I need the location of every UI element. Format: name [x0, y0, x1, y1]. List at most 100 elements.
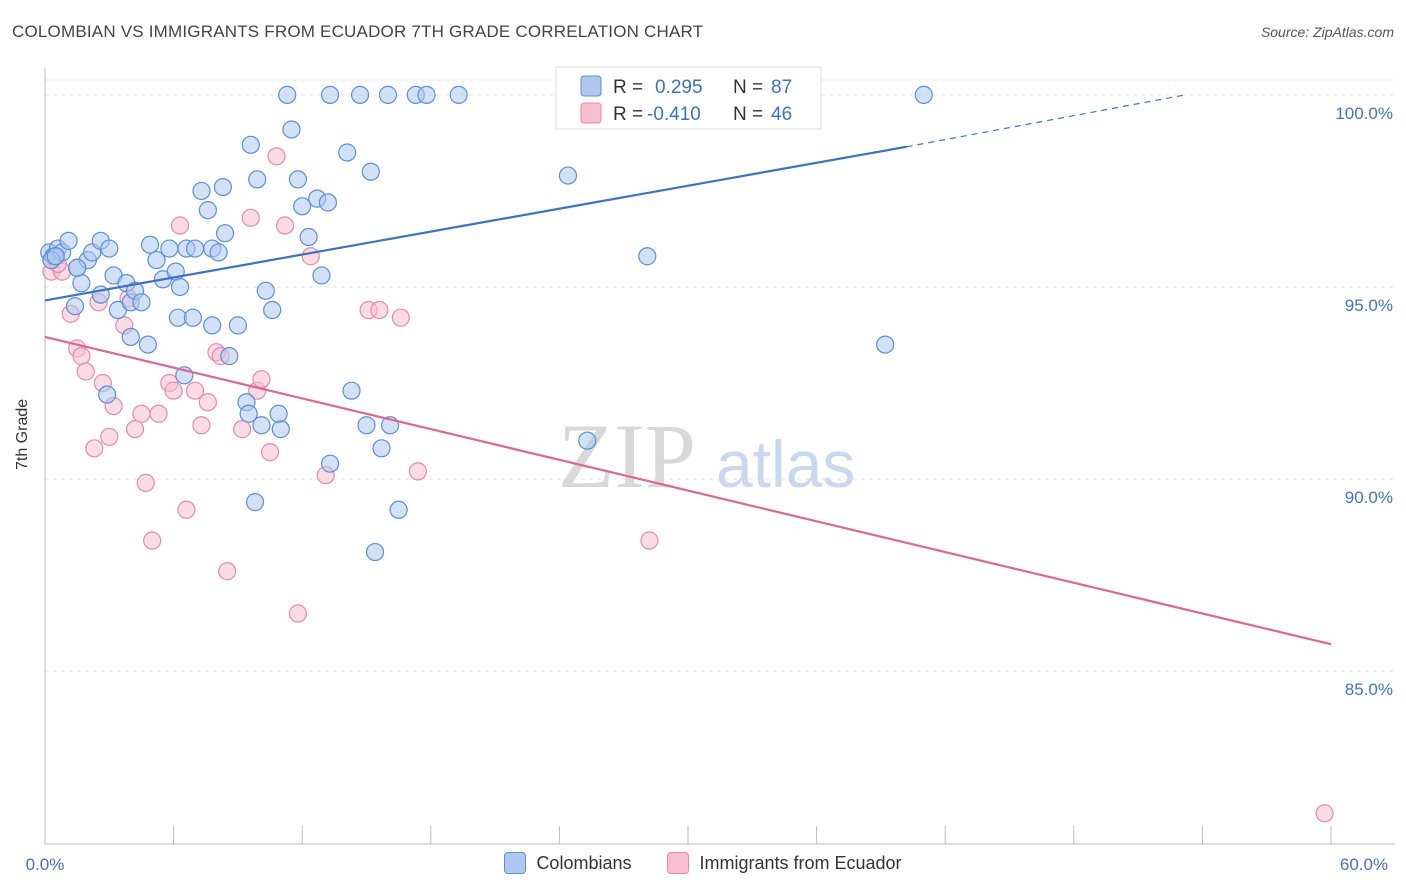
ecuador-point	[198, 393, 217, 412]
colombians-point	[160, 239, 179, 258]
chart-title: COLOMBIAN VS IMMIGRANTS FROM ECUADOR 7TH…	[12, 22, 704, 41]
colombians-point	[293, 197, 312, 216]
ecuador-point	[391, 308, 410, 327]
colombians-point	[389, 500, 408, 519]
ecuador-point	[241, 208, 260, 227]
colombians-point	[121, 327, 140, 347]
colombians-point	[417, 85, 436, 104]
source-credit: Source: ZipAtlas.com	[1260, 24, 1394, 40]
legend-label-colombians: Colombians	[536, 852, 632, 873]
colombians-point	[256, 281, 275, 300]
colombians-point	[312, 266, 331, 285]
ecuador-point	[143, 531, 162, 550]
series-colombians-points	[40, 85, 933, 562]
colombians-point	[72, 274, 91, 293]
legend-n-label-1: N =	[733, 77, 763, 98]
ecuador-point	[252, 370, 271, 389]
correlation-legend: R = 0.295 N = 87 R = -0.410 N = 46	[555, 66, 822, 130]
colombians-point	[876, 335, 895, 354]
legend-item-colombians: Colombians	[504, 852, 631, 874]
ecuador-point	[177, 500, 196, 519]
tick-labels: 85.0% 90.0% 95.0% 100.0% 0.0% 60.0%	[26, 104, 1393, 874]
colombians-point	[288, 170, 308, 189]
colombians-point	[558, 166, 578, 185]
colombians-point	[203, 316, 222, 335]
ecuador-point	[149, 404, 168, 423]
ecuador-point	[218, 562, 237, 581]
colombians-point	[299, 227, 318, 247]
colombians-point	[263, 300, 282, 320]
ecuador-point	[301, 247, 320, 266]
ecuador-point	[132, 404, 151, 423]
colombians-point	[320, 454, 340, 473]
colombians-point	[59, 231, 78, 250]
ecuador-point	[267, 147, 286, 166]
ecuador-point	[260, 443, 280, 462]
colombians-point	[357, 416, 376, 435]
colombians-point	[449, 85, 468, 104]
legend-r-label-2: R =	[613, 104, 643, 125]
ecuador-point	[640, 531, 659, 550]
ecuador-point	[170, 216, 190, 235]
legend-item-ecuador: Immigrants from Ecuador	[667, 852, 902, 874]
colombians-point	[338, 143, 357, 162]
legend-n-value-1: 87	[771, 77, 792, 98]
colombians-point	[320, 85, 340, 104]
colombians-point	[350, 85, 370, 104]
ecuador-point	[185, 381, 205, 400]
colombians-point	[183, 308, 202, 327]
legend-r-label-1: R =	[613, 77, 643, 98]
x-tick-label-max: 60.0%	[1340, 855, 1388, 874]
colombians-point	[638, 247, 657, 266]
y-tick-label: 85.0%	[1345, 680, 1393, 699]
legend-r-value-1: 0.295	[655, 77, 703, 98]
watermark-atlas: atlas	[716, 427, 855, 501]
colombians-point	[215, 224, 235, 243]
legend-n-label-2: N =	[733, 104, 763, 125]
colombians-point	[914, 85, 933, 104]
colombians-point	[68, 258, 87, 277]
ecuador-point	[1315, 804, 1334, 823]
ecuador-point	[100, 427, 119, 446]
colombians-point	[138, 335, 157, 354]
ecuador-point	[125, 420, 145, 439]
legend-swatch-colombians	[580, 75, 602, 97]
colombians-point	[372, 439, 391, 458]
colombians-point	[46, 247, 65, 266]
colombians-point	[65, 297, 85, 316]
colombians-point	[342, 381, 361, 400]
ecuador-point	[72, 347, 91, 366]
colombians-point	[271, 420, 290, 439]
ecuador-point	[76, 362, 95, 381]
colombians-point	[239, 404, 258, 423]
axes	[44, 68, 1395, 845]
colombians-trend-extension	[906, 94, 1186, 148]
ecuador-point	[136, 473, 155, 492]
ecuador-point	[408, 462, 428, 481]
trend-lines	[44, 94, 1332, 646]
colombians-point	[228, 316, 247, 335]
colombians-point	[100, 239, 119, 258]
ecuador-point	[85, 439, 104, 458]
colombians-trend-line	[44, 145, 907, 302]
colombians-point	[278, 85, 297, 104]
colombians-point	[192, 181, 211, 201]
legend-swatch-colombians	[504, 852, 527, 874]
y-tick-label: 100.0%	[1335, 104, 1393, 123]
colombians-point	[269, 404, 288, 423]
ecuador-point	[275, 216, 295, 235]
colombians-point	[282, 120, 301, 139]
ecuador-point	[370, 300, 389, 320]
colombians-point	[378, 85, 398, 104]
ecuador-point	[164, 381, 183, 400]
watermark-zip: ZIP	[558, 405, 696, 507]
colombians-point	[147, 250, 166, 270]
colombians-point	[132, 293, 151, 312]
colombians-point	[198, 201, 217, 220]
colombians-point	[185, 239, 205, 258]
legend-r-value-2: -0.410	[647, 104, 701, 125]
colombians-point	[241, 135, 260, 154]
series-legend: Colombians Immigrants from Ecuador	[0, 852, 1406, 874]
legend-swatch-ecuador	[667, 852, 690, 874]
